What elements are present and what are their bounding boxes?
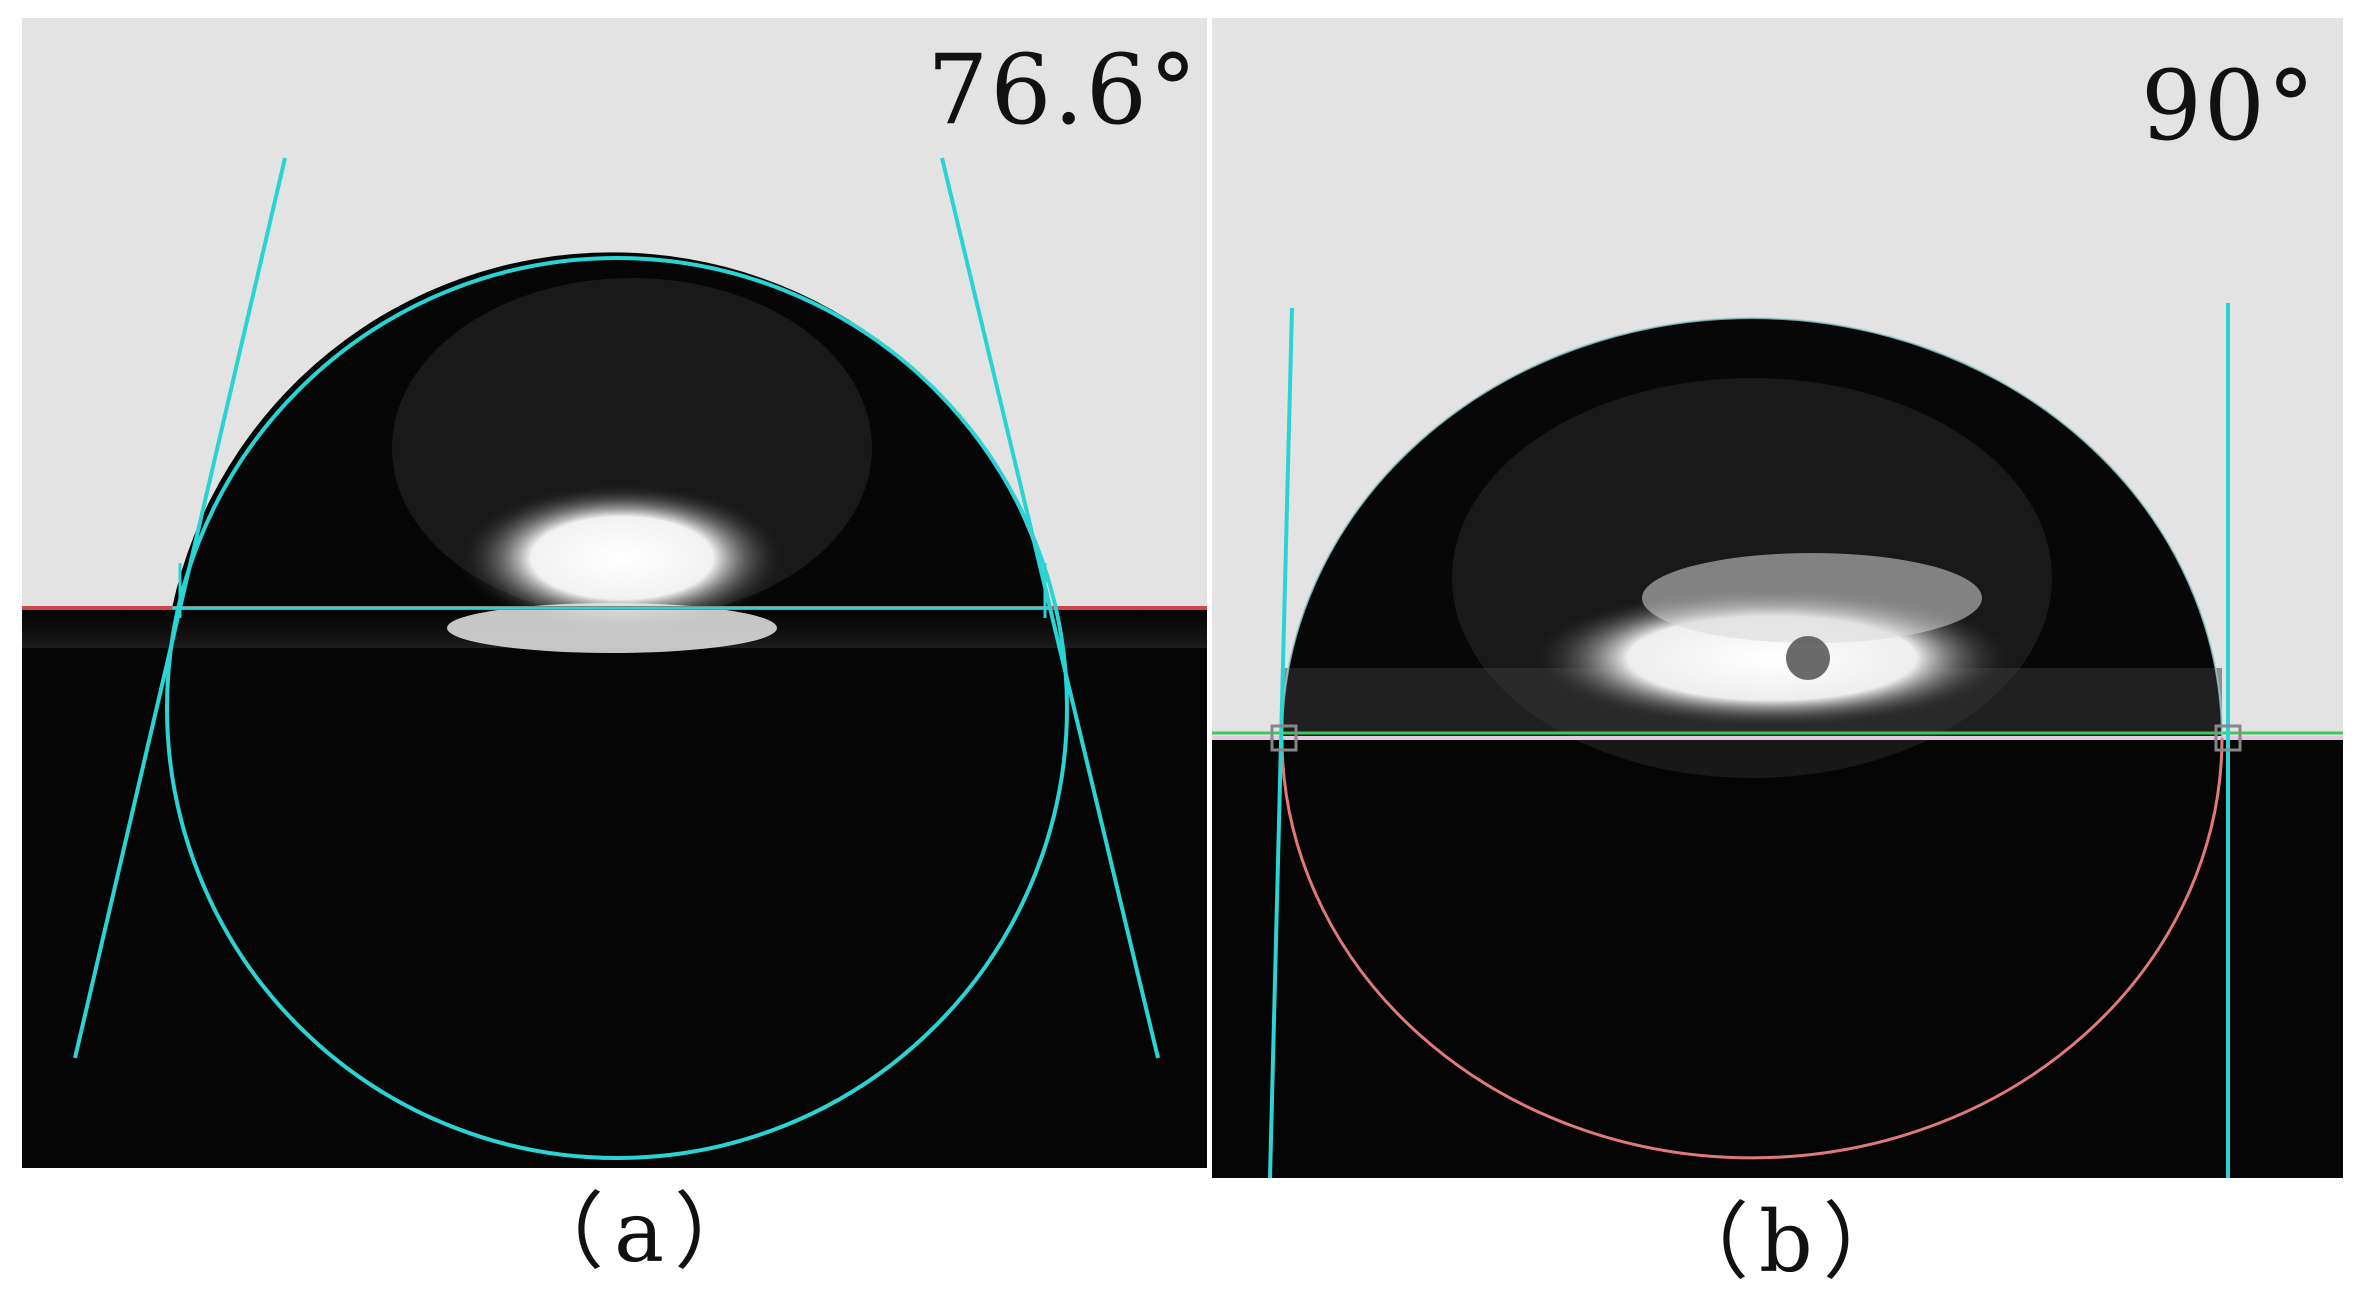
contact-angle-value-a: 76.6° — [927, 34, 1199, 146]
droplet-image-b — [1212, 18, 2343, 1178]
droplet-image-a — [22, 18, 1207, 1168]
contact-angle-image-a: 76.6° — [22, 18, 1207, 1168]
substrate — [22, 608, 1207, 1168]
tangent-right — [940, 157, 1160, 1059]
fit-ellipse — [1280, 737, 2224, 1160]
reflection-highlight — [457, 483, 787, 633]
contact-angle-value-b: 90° — [2140, 50, 2317, 162]
tangent-left — [1268, 307, 1294, 1178]
contact-angle-image-b: 90° — [1212, 18, 2343, 1178]
substrate — [1212, 738, 2343, 1178]
caption-b: （b） — [1665, 1193, 1917, 1291]
fit-circle — [165, 256, 1069, 1160]
caption-a: （a） — [520, 1183, 769, 1281]
